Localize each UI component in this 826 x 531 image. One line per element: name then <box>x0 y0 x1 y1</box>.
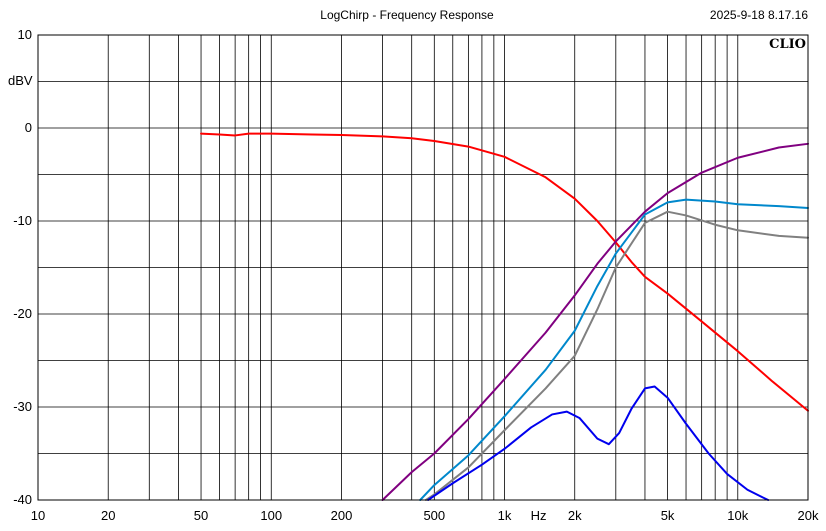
x-tick-label: 10k <box>727 508 748 523</box>
y-tick-label: 10 <box>18 27 32 42</box>
x-axis-unit-label: Hz <box>531 508 547 523</box>
x-tick-label: 2k <box>568 508 582 523</box>
series-line-3 <box>419 198 809 501</box>
x-tick-label: 500 <box>423 508 445 523</box>
y-tick-label: -30 <box>13 399 32 414</box>
series-layer <box>200 132 809 501</box>
clio-logo: CLIO <box>769 37 806 52</box>
x-tick-label: 50 <box>194 508 208 523</box>
x-tick-label: 20k <box>798 508 819 523</box>
x-tick-label: 5k <box>661 508 675 523</box>
x-tick-label: 10 <box>31 508 45 523</box>
x-tick-label: 200 <box>331 508 353 523</box>
logo-badge <box>772 36 807 52</box>
series-line-5 <box>427 385 770 501</box>
x-tick-label: 1k <box>498 508 512 523</box>
x-tick-labels: 10 20 50 100 200 500 1k 2k 5k 10k 20k <box>31 508 819 523</box>
y-tick-label: -20 <box>13 306 32 321</box>
y-tick-label: -10 <box>13 213 32 228</box>
grid <box>38 35 808 500</box>
y-tick-label: 0 <box>25 120 32 135</box>
plot-frame <box>37 34 809 501</box>
series-line-1 <box>200 132 809 412</box>
series-line-4 <box>424 210 809 501</box>
x-tick-label: 20 <box>101 508 115 523</box>
chart-title: LogChirp - Frequency Response <box>320 8 494 22</box>
x-tick-label: 100 <box>260 508 282 523</box>
y-tick-label: -40 <box>13 492 32 507</box>
y-axis-label: dBV <box>8 73 33 88</box>
series-line-2 <box>381 142 809 501</box>
y-tick-labels: 10 0 -10 -20 -30 -40 <box>13 27 32 507</box>
timestamp: 2025-9-18 8.17.16 <box>710 8 808 22</box>
